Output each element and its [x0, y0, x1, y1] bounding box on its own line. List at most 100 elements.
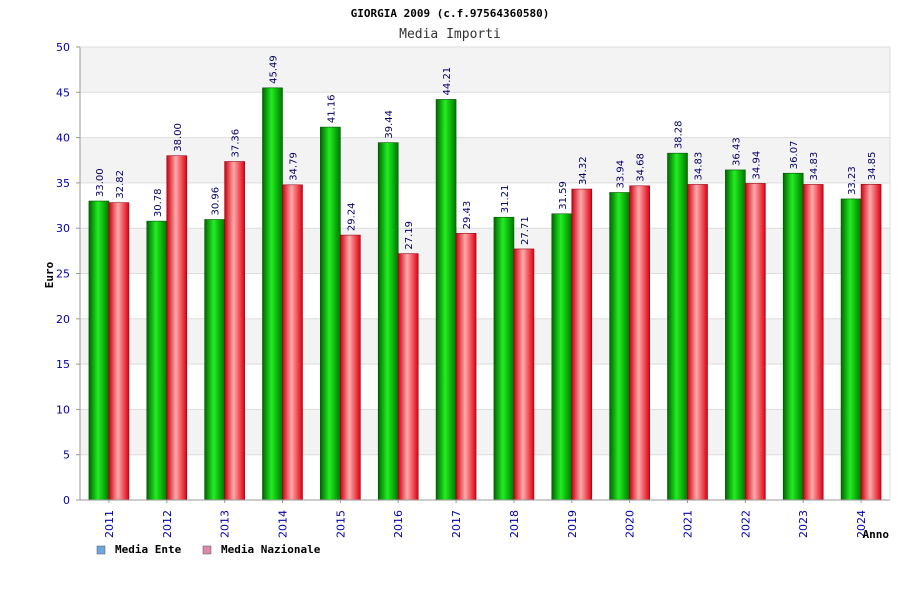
y-tick-label: 45 [56, 86, 70, 99]
data-label: 31.59 [558, 181, 569, 210]
x-tick-label: 2018 [508, 510, 521, 538]
bar-media-ente [551, 213, 573, 501]
bar-media-nazionale [397, 253, 419, 501]
bar-media-ente [435, 99, 457, 501]
data-label: 34.94 [751, 151, 762, 180]
data-label: 29.43 [462, 201, 473, 230]
bar-media-nazionale [687, 184, 708, 501]
bar-media-nazionale [282, 184, 303, 501]
plot-band [80, 47, 890, 93]
bar-media-nazionale [340, 234, 361, 501]
data-label: 30.78 [153, 188, 164, 217]
bar-media-ente [782, 172, 804, 501]
x-tick-label: 2013 [219, 510, 232, 538]
data-label: 44.21 [442, 67, 453, 96]
bar-media-nazionale [108, 202, 130, 501]
bar-media-ente [262, 87, 283, 501]
y-tick-label: 40 [56, 132, 70, 145]
data-label: 34.83 [694, 152, 705, 181]
bars-layer [88, 87, 882, 501]
y-tick-label: 20 [56, 313, 70, 326]
x-tick-label: 2024 [855, 510, 868, 538]
bar-media-ente [840, 198, 862, 501]
data-label: 36.43 [731, 137, 742, 166]
legend-label-media-ente: Media Ente [115, 543, 182, 556]
data-label: 29.24 [346, 202, 357, 231]
x-tick-label: 2017 [450, 510, 463, 538]
plot-band [80, 137, 890, 183]
plot-band [80, 318, 890, 365]
bar-media-nazionale [455, 233, 477, 501]
bar-media-ente [204, 219, 225, 501]
data-label: 38.28 [674, 121, 685, 150]
bar-media-nazionale [224, 161, 245, 501]
y-tick-label: 0 [63, 494, 70, 507]
y-tick-label: 50 [56, 41, 70, 54]
data-label: 33.94 [616, 160, 627, 189]
bar-media-nazionale [166, 155, 188, 501]
x-tick-label: 2016 [392, 510, 405, 538]
bar-media-nazionale [629, 185, 650, 501]
data-label: 34.32 [578, 156, 589, 185]
data-label: 33.23 [847, 166, 858, 195]
data-label: 37.36 [231, 129, 242, 158]
y-tick-label: 5 [63, 449, 70, 462]
y-axis-label: Euro [43, 261, 56, 288]
data-labels-layer: 33.00 32.82 30.78 38.00 30.96 37.36 45.49 34.79… [95, 55, 878, 249]
data-label: 34.83 [809, 152, 820, 181]
chart-title: GIORGIA 2009 (c.f.97564360580) [351, 7, 550, 20]
y-tick-label: 15 [56, 358, 70, 371]
x-tick-label: 2015 [334, 510, 347, 538]
data-label: 32.82 [115, 170, 126, 199]
bar-media-nazionale [745, 183, 766, 501]
data-label: 30.96 [211, 187, 222, 216]
bar-media-nazionale [802, 184, 824, 501]
bar-media-ente [725, 169, 746, 501]
y-tick-label: 30 [56, 222, 70, 235]
bar-media-ente [88, 200, 110, 501]
data-label: 34.85 [867, 152, 878, 181]
y-tick-label: 35 [56, 177, 70, 190]
data-label: 39.44 [384, 110, 395, 139]
legend-swatch-media-ente [96, 545, 106, 555]
data-label: 38.00 [173, 123, 184, 152]
x-tick-label: 2020 [624, 510, 637, 538]
data-label: 27.71 [520, 216, 531, 245]
x-tick-label: 2011 [103, 510, 116, 538]
y-tick-label: 25 [56, 268, 70, 281]
bar-media-nazionale [571, 188, 593, 501]
y-tick-label: 10 [56, 403, 70, 416]
data-label: 31.21 [500, 185, 511, 214]
legend-swatch-media-nazionale [202, 545, 212, 555]
bar-media-ente [377, 142, 399, 501]
x-tick-label: 2023 [797, 510, 810, 538]
data-label: 45.49 [269, 55, 280, 84]
x-tick-label: 2021 [682, 510, 695, 538]
x-tick-label: 2012 [161, 510, 174, 538]
bar-media-ente [146, 220, 168, 501]
data-label: 27.19 [404, 221, 415, 250]
plot-band [80, 228, 890, 274]
legend: Media Ente Media Nazionale [96, 543, 321, 556]
chart-subtitle: Media Importi [399, 27, 501, 42]
x-tick-label: 2014 [277, 510, 290, 538]
bar-media-ente [493, 216, 515, 501]
data-label: 34.79 [289, 152, 300, 181]
data-label: 33.00 [95, 168, 106, 197]
x-axis-label: Anno [863, 528, 890, 541]
x-tick-label: 2022 [739, 510, 752, 538]
bar-media-nazionale [860, 183, 882, 501]
data-label: 34.68 [636, 153, 647, 182]
legend-label-media-nazionale: Media Nazionale [221, 543, 321, 556]
plot-band [80, 409, 890, 455]
bar-media-ente [609, 192, 630, 501]
axes-layer: 0 5 10 15 20 25 30 35 40 45 50 2011 2012 2013 2014 2015… [56, 41, 891, 538]
bar-media-ente [320, 126, 341, 501]
bar-media-ente [667, 152, 688, 501]
data-label: 36.07 [789, 141, 800, 170]
bar-media-nazionale [513, 248, 535, 501]
data-label: 41.16 [326, 94, 337, 123]
x-tick-label: 2019 [566, 510, 579, 538]
